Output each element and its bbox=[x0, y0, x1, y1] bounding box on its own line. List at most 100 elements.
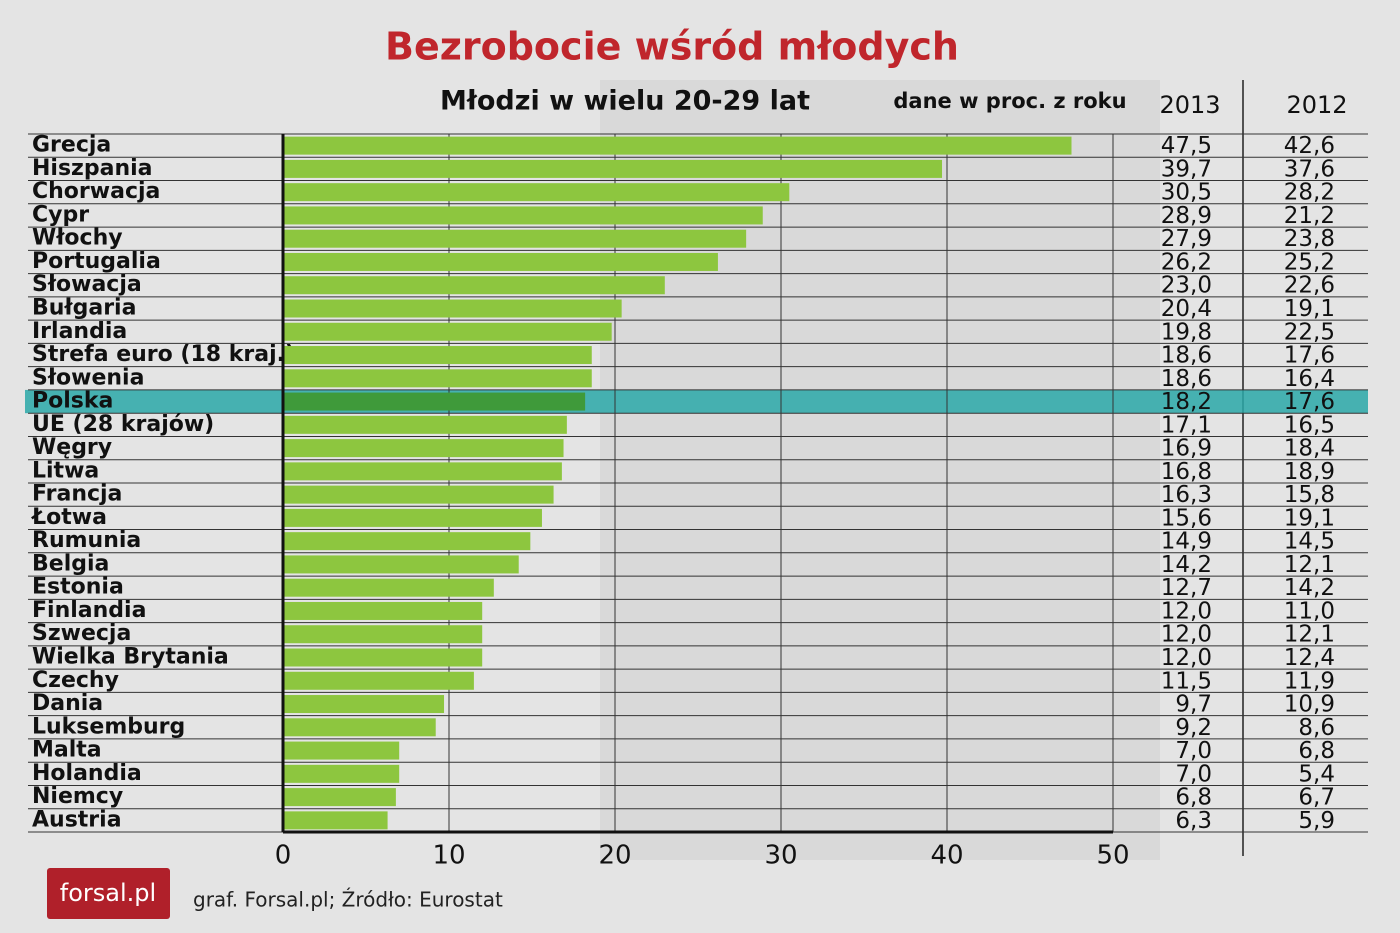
value-label: 42,6 bbox=[1284, 133, 1335, 159]
value-label: 14,9 bbox=[1161, 529, 1212, 555]
value-label: 17,6 bbox=[1284, 343, 1335, 369]
value-label: 20,4 bbox=[1161, 296, 1212, 322]
column-header: 2013 bbox=[1159, 91, 1220, 119]
value-label: 11,9 bbox=[1284, 668, 1335, 694]
bar bbox=[283, 136, 1072, 155]
value-label: 21,2 bbox=[1284, 203, 1335, 229]
bar bbox=[283, 625, 483, 644]
bar bbox=[283, 159, 943, 178]
category-label: Malta bbox=[32, 738, 102, 763]
x-tick-label: 0 bbox=[275, 841, 292, 871]
value-label: 18,9 bbox=[1284, 459, 1335, 485]
category-label: Belgia bbox=[32, 551, 109, 576]
bar bbox=[283, 252, 718, 271]
value-label: 26,2 bbox=[1161, 249, 1212, 275]
value-label: 11,0 bbox=[1284, 598, 1335, 624]
category-label: Niemcy bbox=[32, 784, 123, 809]
bar bbox=[283, 764, 400, 783]
bar bbox=[283, 788, 396, 807]
category-label: Bułgaria bbox=[32, 296, 136, 321]
value-label: 39,7 bbox=[1161, 156, 1212, 182]
category-label: Irlandia bbox=[32, 319, 127, 344]
value-label: 23,8 bbox=[1284, 226, 1335, 252]
value-label: 22,5 bbox=[1284, 319, 1335, 345]
bar bbox=[283, 299, 622, 318]
category-label: Szwecja bbox=[32, 621, 131, 646]
category-label: Łotwa bbox=[31, 505, 107, 530]
category-label: Włochy bbox=[32, 226, 123, 251]
value-label: 14,2 bbox=[1284, 575, 1335, 601]
bar bbox=[283, 811, 388, 830]
value-label: 5,4 bbox=[1298, 761, 1335, 787]
category-label: Dania bbox=[32, 691, 103, 716]
x-tick-label: 10 bbox=[432, 841, 465, 871]
value-label: 27,9 bbox=[1161, 226, 1212, 252]
value-label: 6,3 bbox=[1175, 808, 1212, 834]
bar bbox=[283, 741, 400, 760]
value-label: 6,8 bbox=[1175, 785, 1212, 811]
bar bbox=[283, 415, 567, 434]
value-label: 15,6 bbox=[1161, 505, 1212, 531]
value-label: 11,5 bbox=[1161, 668, 1212, 694]
x-tick-label: 40 bbox=[930, 841, 963, 871]
value-label: 47,5 bbox=[1161, 133, 1212, 159]
value-label: 7,0 bbox=[1175, 738, 1212, 764]
logo: forsal.pl bbox=[60, 879, 156, 907]
value-label: 12,1 bbox=[1284, 552, 1335, 578]
chart-title: Bezrobocie wśród młodych bbox=[385, 25, 959, 69]
value-label: 8,6 bbox=[1298, 715, 1335, 741]
value-label: 9,7 bbox=[1175, 692, 1212, 718]
x-tick-label: 20 bbox=[598, 841, 631, 871]
category-label: Estonia bbox=[32, 575, 124, 600]
value-label: 16,3 bbox=[1161, 482, 1212, 508]
category-label: Finlandia bbox=[32, 598, 146, 623]
value-label: 16,5 bbox=[1284, 412, 1335, 438]
value-label: 6,7 bbox=[1298, 785, 1335, 811]
value-label: 18,6 bbox=[1161, 366, 1212, 392]
value-label: 18,6 bbox=[1161, 343, 1212, 369]
bar bbox=[283, 555, 519, 574]
column-header: 2012 bbox=[1286, 91, 1347, 119]
value-label: 12,0 bbox=[1161, 645, 1212, 671]
category-label: Luksemburg bbox=[32, 714, 185, 739]
value-label: 14,5 bbox=[1284, 529, 1335, 555]
value-label: 23,0 bbox=[1161, 273, 1212, 299]
value-label: 15,8 bbox=[1284, 482, 1335, 508]
value-label: 12,4 bbox=[1284, 645, 1335, 671]
value-label: 12,7 bbox=[1161, 575, 1212, 601]
value-label: 30,5 bbox=[1161, 180, 1212, 206]
value-label: 18,4 bbox=[1284, 436, 1335, 462]
x-tick-label: 30 bbox=[764, 841, 797, 871]
value-label: 10,9 bbox=[1284, 692, 1335, 718]
bar bbox=[283, 578, 494, 597]
bar bbox=[283, 392, 586, 411]
value-label: 18,2 bbox=[1161, 389, 1212, 415]
bar bbox=[283, 532, 531, 551]
value-label: 16,4 bbox=[1284, 366, 1335, 392]
x-tick-label: 50 bbox=[1096, 841, 1129, 871]
value-label: 5,9 bbox=[1298, 808, 1335, 834]
category-label: Strefa euro (18 kraj.) bbox=[32, 342, 295, 367]
value-label: 22,6 bbox=[1284, 273, 1335, 299]
category-label: Polska bbox=[32, 389, 113, 414]
category-label: Słowacja bbox=[32, 272, 142, 297]
bar bbox=[283, 648, 483, 667]
value-label: 17,1 bbox=[1161, 412, 1212, 438]
bar bbox=[283, 346, 592, 365]
value-label: 12,0 bbox=[1161, 622, 1212, 648]
bar bbox=[283, 485, 554, 504]
bar bbox=[283, 462, 562, 481]
category-label: Francja bbox=[32, 482, 122, 507]
category-label: Cypr bbox=[32, 202, 89, 227]
bar bbox=[283, 322, 612, 341]
bar bbox=[283, 229, 747, 248]
bar bbox=[283, 276, 665, 295]
category-label: Litwa bbox=[32, 458, 99, 483]
category-label: Holandia bbox=[32, 761, 142, 786]
category-label: Grecja bbox=[32, 133, 111, 158]
value-label: 16,8 bbox=[1161, 459, 1212, 485]
bar bbox=[283, 671, 474, 690]
category-label: Chorwacja bbox=[32, 179, 160, 204]
bar bbox=[283, 206, 763, 225]
